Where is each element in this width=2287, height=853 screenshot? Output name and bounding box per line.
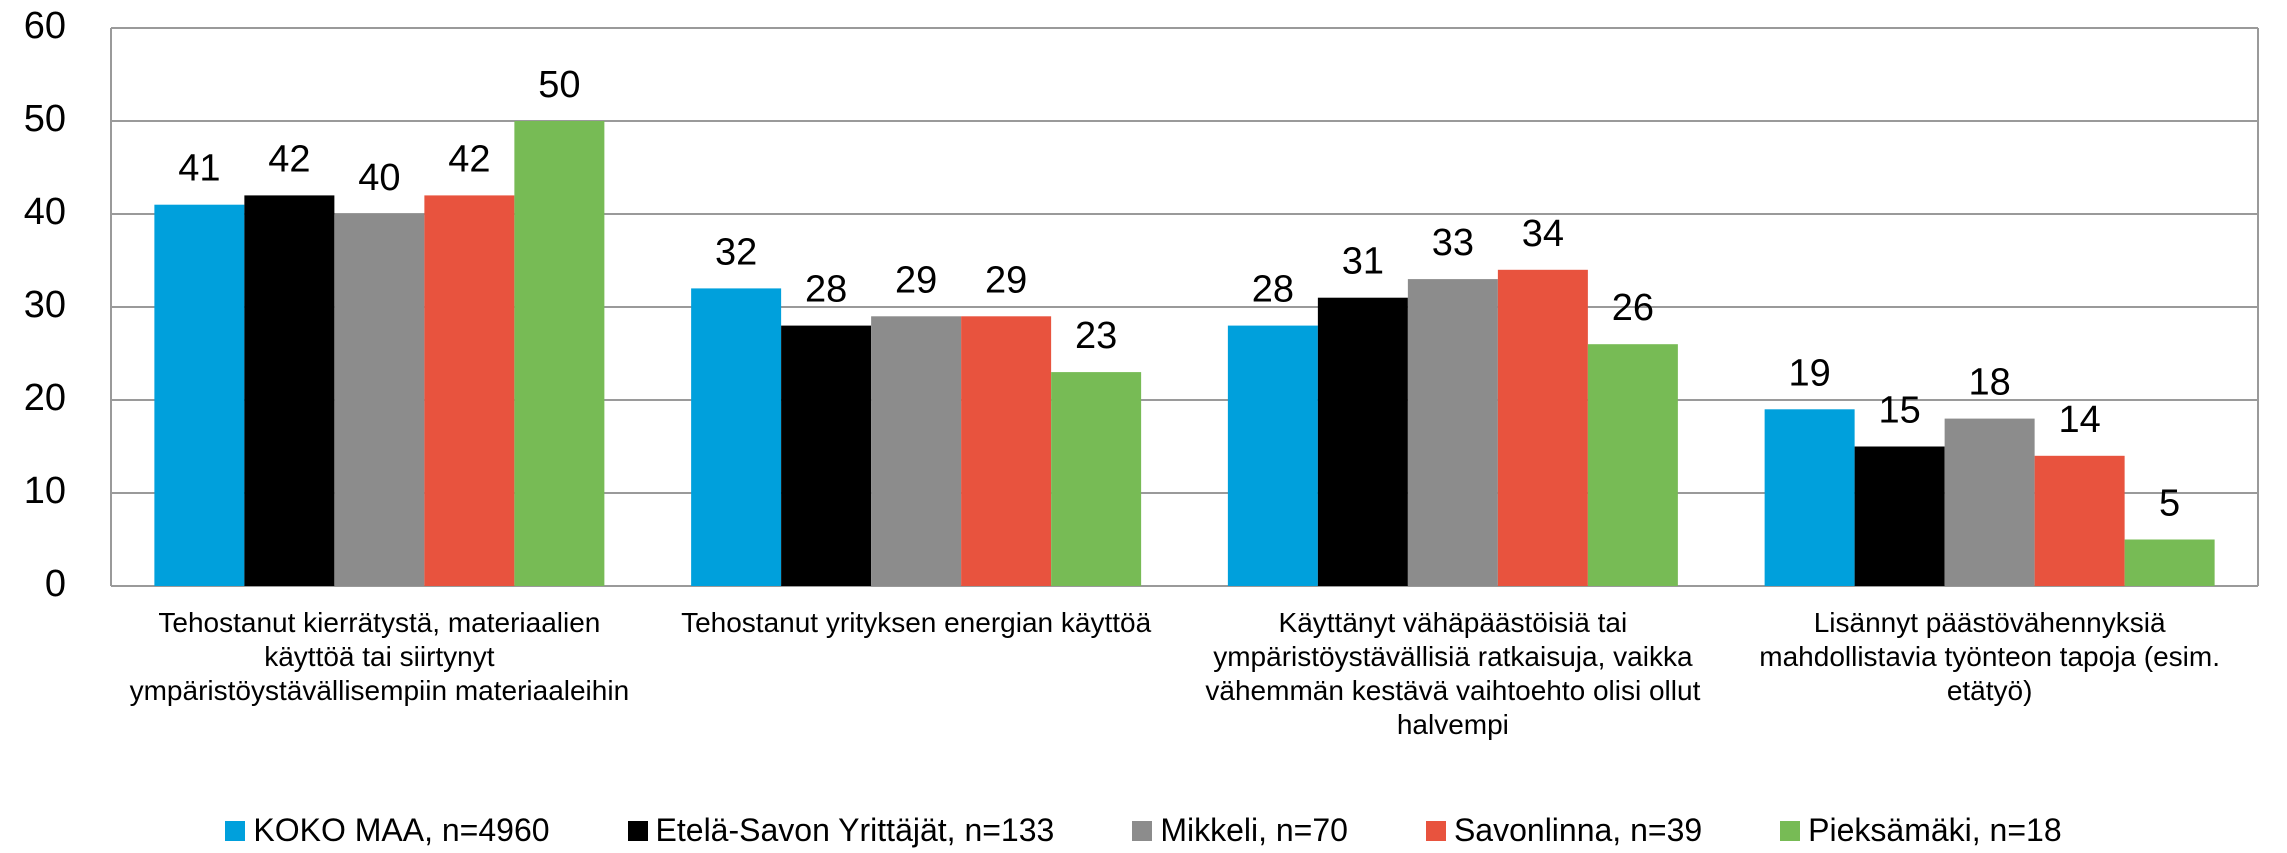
bar <box>2124 539 2215 586</box>
data-label: 14 <box>2058 399 2100 441</box>
data-label: 19 <box>1788 352 1830 394</box>
data-label: 50 <box>538 64 580 106</box>
bar <box>871 316 962 586</box>
data-label: 15 <box>1878 390 1920 432</box>
y-tick-label: 50 <box>24 98 66 140</box>
data-label: 18 <box>1968 362 2010 404</box>
bar <box>691 288 782 586</box>
legend-swatch <box>225 820 246 841</box>
bar <box>154 204 245 586</box>
bar <box>1944 418 2035 586</box>
legend-item: KOKO MAA, n=4960 <box>225 812 550 849</box>
data-label: 32 <box>715 231 757 273</box>
legend-item: Etelä-Savon Yrittäjät, n=133 <box>627 812 1055 849</box>
data-label: 28 <box>1252 269 1294 311</box>
y-tick-label: 30 <box>24 284 66 326</box>
data-label: 29 <box>895 259 937 301</box>
y-tick-label: 0 <box>45 563 66 605</box>
bar <box>1317 297 1408 586</box>
x-tick-label: Käyttänyt vähäpäästöisiä tai ympäristöys… <box>1205 607 1701 740</box>
bar <box>514 121 605 586</box>
bar <box>781 325 872 586</box>
bar <box>1764 409 1855 586</box>
legend-label: Pieksämäki, n=18 <box>1808 812 2062 848</box>
x-tick-label: Lisännyt päästövähennyksiä mahdollistavi… <box>1759 607 2220 706</box>
legend-item: Pieksämäki, n=18 <box>1780 812 2062 849</box>
legend-label: Mikkeli, n=70 <box>1160 812 1348 848</box>
bar <box>424 195 515 586</box>
data-label: 42 <box>268 138 310 180</box>
data-label: 23 <box>1075 315 1117 357</box>
legend-swatch <box>627 820 648 841</box>
y-tick-label: 20 <box>24 377 66 419</box>
legend-swatch <box>1780 820 1801 841</box>
legend: KOKO MAA, n=4960 Etelä-Savon Yrittäjät, n… <box>0 812 2287 849</box>
bar <box>244 195 335 586</box>
data-label: 41 <box>178 148 220 190</box>
data-label: 31 <box>1342 241 1384 283</box>
bar <box>2034 455 2125 586</box>
bar <box>1587 344 1678 586</box>
legend-item: Mikkeli, n=70 <box>1132 812 1348 849</box>
x-tick-label: Tehostanut yrityksen energian käyttöä <box>681 607 1152 638</box>
data-label: 40 <box>358 157 400 199</box>
legend-label: Savonlinna, n=39 <box>1453 812 1703 848</box>
bar <box>961 316 1052 586</box>
data-label: 42 <box>448 138 490 180</box>
data-label: 28 <box>805 269 847 311</box>
data-label: 26 <box>1612 287 1654 329</box>
bar <box>1051 372 1142 586</box>
bar <box>1407 279 1498 586</box>
legend-label: Etelä-Savon Yrittäjät, n=133 <box>655 812 1055 848</box>
legend-swatch <box>1132 820 1153 841</box>
y-tick-label: 60 <box>24 5 66 47</box>
data-label: 34 <box>1522 213 1564 255</box>
data-label: 5 <box>2159 483 2180 525</box>
legend-item: Savonlinna, n=39 <box>1425 812 1703 849</box>
y-tick-label: 40 <box>24 191 66 233</box>
y-tick-label: 10 <box>24 470 66 512</box>
data-label: 33 <box>1432 222 1474 264</box>
bar <box>1497 269 1588 586</box>
bar <box>1854 446 1945 586</box>
bar <box>334 214 425 586</box>
legend-swatch <box>1425 820 1446 841</box>
x-tick-label: Tehostanut kierrätystä, materiaalien käy… <box>129 607 630 706</box>
data-label: 29 <box>985 259 1027 301</box>
bar <box>1227 325 1318 586</box>
legend-label: KOKO MAA, n=4960 <box>253 812 550 848</box>
